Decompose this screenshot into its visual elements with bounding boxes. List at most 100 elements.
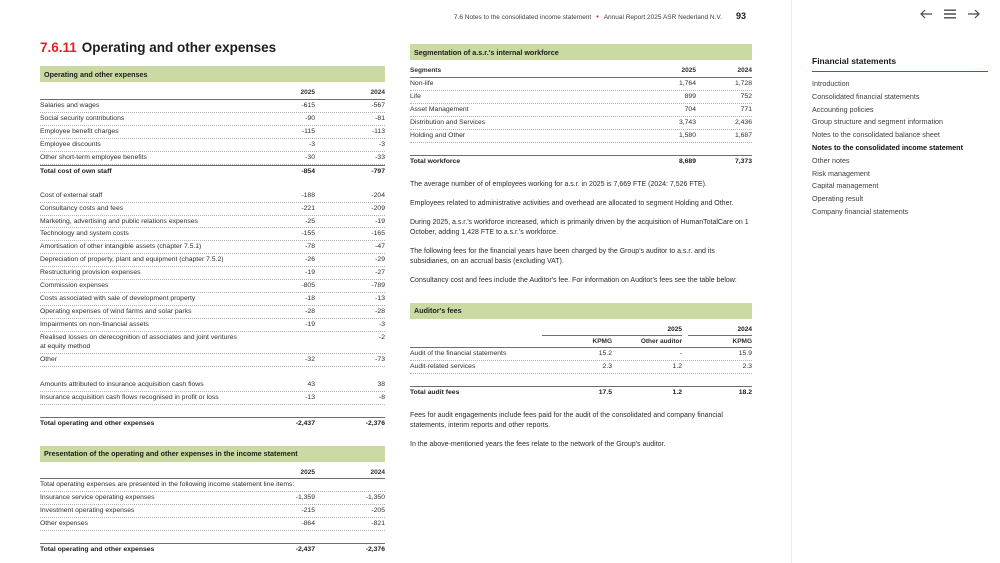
row-value: -615 — [301, 101, 315, 109]
paragraph-audit-engagements: Fees for audit engagements include fees … — [410, 412, 723, 430]
table-spacer — [40, 531, 385, 543]
sidebar-item-group-structure-and-segment-information[interactable]: Group structure and segment information — [812, 117, 944, 127]
row-value: -26 — [305, 256, 315, 264]
row-label: Total operating and other expenses — [40, 419, 155, 427]
table-row: Amortisation of other intangible assets … — [40, 241, 385, 255]
menu-icon[interactable] — [944, 9, 956, 19]
column-header-label: Segments — [410, 67, 442, 74]
row-label: Asset Management — [410, 105, 469, 113]
row-value: -30 — [305, 153, 315, 161]
sidebar-item-consolidated-financial-statements[interactable]: Consolidated financial statements — [812, 91, 920, 101]
table-row: Insurance service operating expenses -1,3… — [40, 492, 385, 506]
row-value: -209 — [371, 204, 385, 212]
auditors-fees-table: Auditor's fees 2025 2024 KPMG Other auditor K… — [410, 302, 752, 400]
table-row: Cost of external staff -188 -204 — [40, 190, 385, 203]
row-value: -19 — [375, 217, 385, 225]
sidebar-item-accounting-policies[interactable]: Accounting policies — [812, 104, 874, 114]
table-row: Salaries and wages -615 -567 — [40, 100, 385, 113]
sidebar-item-introduction[interactable]: Introduction — [812, 79, 850, 88]
row-value: 43 — [307, 380, 315, 388]
left-column: 7.6.11 Operating and other expenses Opera… — [40, 40, 385, 556]
row-value: 771 — [740, 105, 752, 113]
table-note-row: Total operating expenses are presented i… — [40, 479, 385, 493]
table-note: Total operating expenses are presented i… — [40, 481, 295, 489]
middle-column: Segmentation of a.s.r.'s internal workfo… — [410, 44, 752, 460]
section-heading: 7.6.11 Operating and other expenses — [40, 40, 385, 55]
row-label: Costs associated with sale of developmen… — [40, 295, 196, 303]
row-value: 2.3 — [742, 363, 752, 371]
table-total-row: Total cost of own staff -854 -797 — [40, 164, 385, 178]
row-value: - — [679, 350, 682, 358]
sidebar-item-notes-to-the-consolidated-income-statement[interactable]: Notes to the consolidated income stateme… — [812, 142, 963, 152]
table-row: Commission expenses -805 -789 — [40, 280, 385, 294]
row-value: -33 — [375, 153, 385, 161]
row-value: -205 — [371, 507, 385, 515]
table-header-row: 2025 2024 — [40, 467, 385, 480]
table-total-row: Total operating and other expenses -2,437… — [40, 543, 385, 556]
table-row: Insurance acquisition cash flows recogni… — [40, 392, 385, 405]
row-label: Other — [40, 355, 57, 363]
row-value: -188 — [301, 191, 315, 199]
table-row: Investment operating expenses -215 -205 — [40, 505, 385, 519]
row-label: Audit of the financial statements — [410, 350, 507, 358]
paragraph-consultancy-note: Consultancy cost and fees include the Au… — [410, 277, 737, 285]
section-number: 7.6.11 — [40, 40, 77, 55]
sidebar-item-notes-to-the-consolidated-balance-sheet[interactable]: Notes to the consolidated balance sheet — [812, 130, 940, 140]
table-row: Employee discounts -3 -3 — [40, 139, 385, 152]
row-value: -81 — [375, 114, 385, 122]
row-value: -32 — [305, 355, 315, 363]
row-value: 18.2 — [738, 389, 752, 397]
row-value: -25 — [305, 217, 315, 225]
row-value: -797 — [371, 167, 385, 175]
sidebar-item-company-financial-statements[interactable]: Company financial statements — [812, 206, 909, 216]
sidebar-item-other-notes[interactable]: Other notes — [812, 155, 850, 165]
row-value: -18 — [305, 295, 315, 303]
table-row: Audit of the financial statements 15.2 - 15… — [410, 348, 752, 362]
row-label: Total cost of own staff — [40, 167, 112, 175]
table-spacer — [40, 405, 385, 417]
row-value: -29 — [375, 256, 385, 264]
table-row: Holding and Other 1,580 1,687 — [410, 130, 752, 143]
row-label: Total workforce — [410, 157, 461, 165]
row-value: -73 — [375, 355, 385, 363]
row-value: -115 — [301, 127, 315, 135]
sidebar-item-operating-result[interactable]: Operating result — [812, 194, 864, 204]
row-label: Consultancy costs and fees — [40, 204, 124, 212]
row-value: 7,373 — [734, 157, 752, 165]
paragraph-workforce-increase: During 2025, a.s.r.'s workforce increase… — [410, 218, 749, 236]
row-value: -567 — [371, 101, 385, 109]
sidebar-title: Financial statements — [812, 56, 988, 72]
row-value: -165 — [371, 230, 385, 238]
table-row: Technology and system costs -155 -165 — [40, 228, 385, 242]
row-label: Total operating and other expenses — [40, 546, 155, 554]
breadcrumb-separator-icon: • — [596, 14, 599, 21]
row-value: 8,689 — [678, 157, 696, 165]
column-header: Other auditor — [640, 337, 682, 345]
table-row: Other expenses -864 -821 — [40, 518, 385, 532]
presentation-table: Presentation of the operating and other … — [40, 445, 385, 557]
row-value: -805 — [301, 282, 315, 290]
row-value: -113 — [371, 127, 385, 135]
next-page-arrow-icon[interactable] — [967, 9, 980, 19]
table-total-row: Total workforce 8,689 7,373 — [410, 154, 752, 168]
row-label: Employee benefit charges — [40, 127, 119, 135]
row-label: Restructuring provision expenses — [40, 269, 141, 277]
row-label: Impairments on non-financial assets — [40, 321, 149, 329]
table-row: Consultancy costs and fees -221 -209 — [40, 203, 385, 216]
previous-page-arrow-icon[interactable] — [920, 9, 933, 19]
row-label: Other short-term employee benefits — [40, 153, 147, 161]
row-value: -2,376 — [365, 546, 385, 554]
table-row: Marketing, advertising and public relati… — [40, 216, 385, 229]
section-title: Operating and other expenses — [81, 40, 277, 55]
operating-expenses-table: Operating and other expenses 2025 2024 Sala… — [40, 66, 385, 430]
row-value: 17.5 — [598, 389, 612, 397]
row-value: -204 — [371, 191, 385, 199]
table-spacer — [410, 374, 752, 386]
sidebar-item-capital-management[interactable]: Capital management — [812, 181, 879, 191]
row-value: -221 — [301, 204, 315, 212]
sidebar-item-risk-management[interactable]: Risk management — [812, 168, 870, 178]
row-value: -27 — [375, 269, 385, 277]
row-label: Audit-related services — [410, 363, 476, 371]
workforce-segmentation-table: Segmentation of a.s.r.'s internal workfo… — [410, 44, 752, 168]
column-header: 2025 — [300, 468, 315, 476]
